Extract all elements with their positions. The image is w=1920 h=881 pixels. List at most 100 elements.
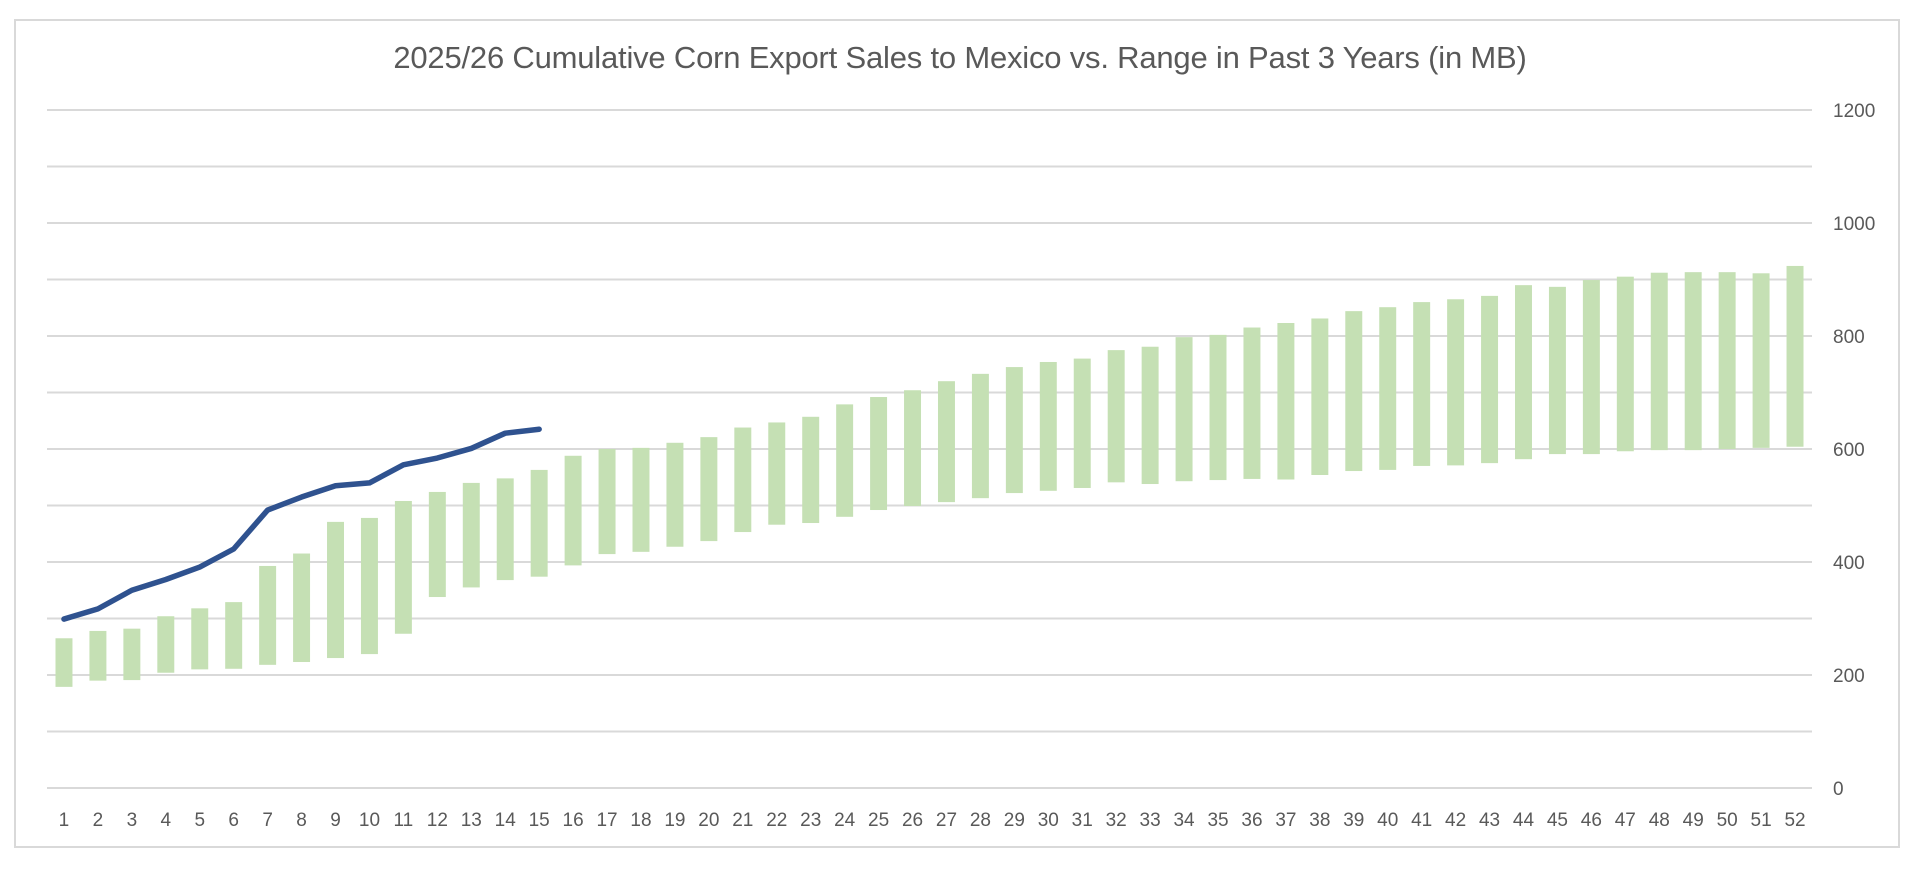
- x-tick-label: 13: [461, 810, 482, 831]
- range-bar: [1752, 273, 1770, 448]
- range-bar: [360, 517, 378, 655]
- range-bar: [1548, 286, 1566, 455]
- range-bar: [1413, 302, 1431, 466]
- range-bar: [327, 521, 344, 659]
- range-bar: [564, 455, 582, 566]
- range-bar: [768, 422, 786, 525]
- x-tick-label: 39: [1343, 810, 1364, 831]
- range-bar: [496, 478, 514, 581]
- x-tick-label: 10: [359, 810, 380, 831]
- x-tick-label: 18: [630, 810, 651, 831]
- x-tick-label: 23: [800, 810, 821, 831]
- range-bar: [1311, 318, 1329, 475]
- range-bar: [1141, 346, 1159, 485]
- x-tick-label: 37: [1275, 810, 1296, 831]
- x-tick-label: 8: [296, 810, 307, 831]
- x-tick-label: 26: [902, 810, 923, 831]
- x-tick-label: 11: [394, 810, 414, 831]
- x-tick-label: 30: [1038, 810, 1059, 831]
- y-tick-label: 400: [1833, 553, 1865, 574]
- range-bar: [1515, 285, 1532, 460]
- range-bar: [598, 449, 616, 555]
- y-tick-label: 0: [1833, 779, 1844, 800]
- range-bar: [123, 628, 141, 681]
- range-bar: [1073, 358, 1091, 488]
- x-tick-label: 36: [1241, 810, 1262, 831]
- range-bar: [530, 469, 548, 577]
- chart-title: 2025/26 Cumulative Corn Export Sales to …: [393, 40, 1527, 75]
- range-bar: [462, 482, 480, 588]
- y-tick-label: 1000: [1833, 214, 1875, 235]
- range-bar: [259, 565, 277, 665]
- range-bar: [1616, 276, 1634, 452]
- x-tick-label: 31: [1072, 810, 1093, 831]
- y-tick-label: 600: [1833, 440, 1865, 461]
- range-bar: [1039, 361, 1057, 491]
- range-bar: [1005, 367, 1023, 494]
- range-bar: [191, 608, 209, 670]
- x-tick-label: 6: [228, 810, 239, 831]
- range-bar: [55, 638, 73, 687]
- x-tick-label: 25: [868, 810, 889, 831]
- range-bar: [836, 404, 854, 517]
- x-tick-label: 12: [427, 810, 448, 831]
- x-tick-label: 4: [161, 810, 172, 831]
- x-tick-label: 2: [93, 810, 104, 831]
- x-tick-label: 38: [1309, 810, 1330, 831]
- range-bar: [1209, 334, 1227, 481]
- range-bar: [1107, 350, 1125, 483]
- x-tick-label: 1: [59, 810, 70, 831]
- x-tick-label: 21: [732, 810, 753, 831]
- range-bar: [1175, 337, 1193, 482]
- x-tick-label: 41: [1411, 810, 1432, 831]
- x-tick-label: 16: [563, 810, 584, 831]
- range-bar: [1650, 272, 1668, 451]
- range-bar: [1379, 307, 1397, 470]
- y-tick-label: 800: [1833, 327, 1865, 348]
- x-tick-label: 9: [330, 810, 341, 831]
- range-bar: [1277, 323, 1295, 480]
- range-bar: [1582, 280, 1600, 455]
- range-bar: [293, 553, 311, 663]
- x-tick-label: 17: [596, 810, 617, 831]
- range-bar: [700, 437, 718, 542]
- x-tick-label: 44: [1513, 810, 1535, 831]
- x-tick-label: 50: [1717, 810, 1738, 831]
- range-bar: [734, 427, 752, 533]
- x-tick-label: 7: [262, 810, 273, 831]
- range-bar: [394, 500, 412, 634]
- range-bar: [904, 390, 922, 507]
- x-tick-label: 3: [127, 810, 138, 831]
- x-tick-label: 48: [1649, 810, 1670, 831]
- x-tick-label: 40: [1377, 810, 1398, 831]
- range-bar: [428, 491, 446, 598]
- x-tick-label: 52: [1784, 810, 1805, 831]
- range-bar: [1684, 272, 1702, 451]
- x-tick-label: 19: [664, 810, 685, 831]
- range-bar: [870, 397, 888, 511]
- range-bar: [1447, 299, 1465, 466]
- x-tick-label: 27: [936, 810, 957, 831]
- range-bar: [937, 381, 955, 503]
- x-tick-label: 42: [1445, 810, 1466, 831]
- x-tick-label: 35: [1207, 810, 1228, 831]
- x-tick-label: 29: [1004, 810, 1025, 831]
- range-bar: [1481, 295, 1499, 464]
- range-bar: [666, 442, 684, 547]
- range-bar: [971, 373, 989, 499]
- x-tick-label: 49: [1683, 810, 1704, 831]
- range-bar: [1345, 311, 1363, 472]
- range-bar: [802, 416, 820, 524]
- x-tick-label: 47: [1615, 810, 1636, 831]
- x-tick-label: 22: [766, 810, 787, 831]
- x-tick-label: 34: [1173, 810, 1195, 831]
- x-tick-label: 45: [1547, 810, 1568, 831]
- y-tick-label: 1200: [1833, 101, 1875, 122]
- x-tick-label: 28: [970, 810, 991, 831]
- x-tick-label: 33: [1140, 810, 1161, 831]
- x-tick-label: 24: [834, 810, 856, 831]
- x-tick-label: 14: [495, 810, 517, 831]
- x-tick-label: 15: [529, 810, 550, 831]
- x-tick-label: 46: [1581, 810, 1602, 831]
- x-tick-label: 43: [1479, 810, 1500, 831]
